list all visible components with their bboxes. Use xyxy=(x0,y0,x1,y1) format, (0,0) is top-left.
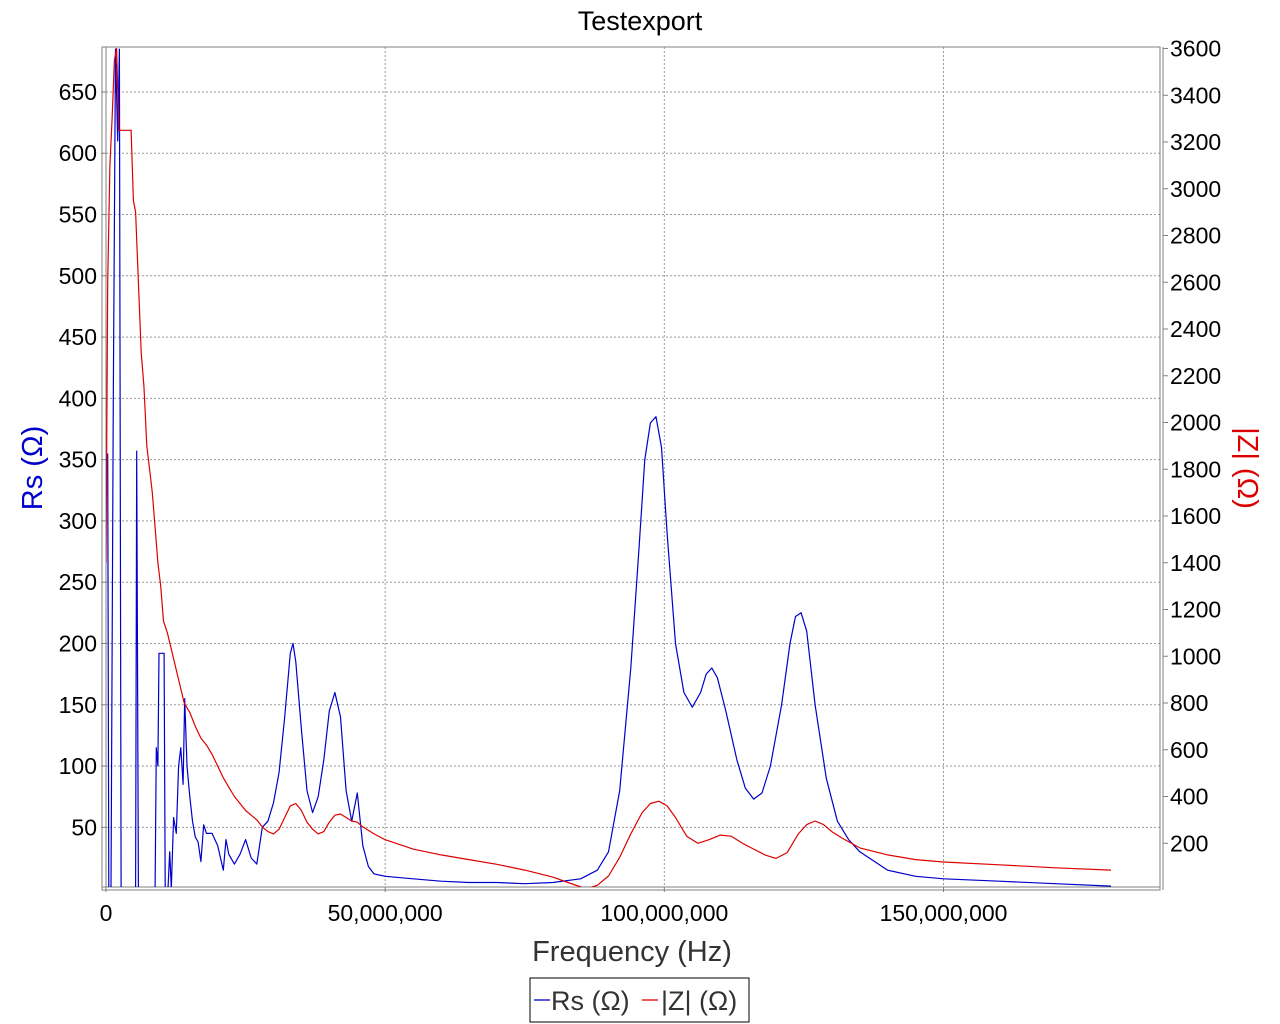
left-tick-label: 250 xyxy=(59,569,97,595)
right-tick-label: 400 xyxy=(1170,784,1208,810)
right-tick-label: 1600 xyxy=(1170,503,1221,529)
x-tick-label: 150,000,000 xyxy=(880,900,1008,926)
x-tick-label: 0 xyxy=(100,900,113,926)
plot-frame xyxy=(101,46,1161,891)
right-tick-label: 800 xyxy=(1170,690,1208,716)
right-tick-label: 3000 xyxy=(1170,176,1221,202)
right-tick-label: 2200 xyxy=(1170,363,1221,389)
right-y-axis: 200 400 600 800 1000 1200 1400 1600 1800 2000 2200… xyxy=(1162,36,1221,890)
left-tick-label: 400 xyxy=(59,385,97,411)
left-tick-label: 450 xyxy=(59,324,97,350)
right-tick-label: 2800 xyxy=(1170,223,1221,249)
series-line-z xyxy=(106,47,1112,887)
right-tick-label: 600 xyxy=(1170,737,1208,763)
right-tick-label: 1400 xyxy=(1170,550,1221,576)
right-tick-label: 1800 xyxy=(1170,456,1221,482)
left-tick-label: 100 xyxy=(59,753,97,779)
legend-label-rs: Rs (Ω) xyxy=(551,986,630,1016)
chart-title: Testexport xyxy=(578,6,703,36)
right-tick-label: 3400 xyxy=(1170,82,1221,108)
legend-label-z: |Z| (Ω) xyxy=(661,986,737,1016)
legend-box xyxy=(529,977,750,1023)
left-tick-label: 650 xyxy=(59,79,97,105)
grid-layer xyxy=(106,47,1160,887)
legend: Rs (Ω) |Z| (Ω) xyxy=(529,977,750,1023)
left-y-axis: 50 100 150 200 250 300 350 400 450 500 550 600 650 xyxy=(59,47,107,890)
right-tick-label: 1200 xyxy=(1170,597,1221,623)
left-tick-label: 300 xyxy=(59,508,97,534)
right-tick-label: 3200 xyxy=(1170,129,1221,155)
left-tick-label: 550 xyxy=(59,202,97,228)
left-tick-label: 150 xyxy=(59,692,97,718)
right-tick-label: 2400 xyxy=(1170,316,1221,342)
x-axis-title: Frequency (Hz) xyxy=(532,936,732,968)
right-tick-label: 1000 xyxy=(1170,643,1221,669)
right-tick-label: 2600 xyxy=(1170,269,1221,295)
left-tick-label: 600 xyxy=(59,140,97,166)
left-y-axis-title: Rs (Ω) xyxy=(17,426,49,511)
x-tick-label: 50,000,000 xyxy=(328,900,443,926)
left-tick-label: 50 xyxy=(71,814,97,840)
series-layer xyxy=(106,47,1112,887)
left-tick-label: 350 xyxy=(59,447,97,473)
x-tick-label: 100,000,000 xyxy=(600,900,728,926)
right-y-axis-title: |Z| (Ω) xyxy=(1231,427,1263,509)
x-axis: 0 50,000,000 100,000,000 150,000,000 xyxy=(100,886,1160,926)
series-line-rs xyxy=(107,48,1112,887)
left-tick-label: 500 xyxy=(59,263,97,289)
right-tick-label: 200 xyxy=(1170,830,1208,856)
right-tick-label: 2000 xyxy=(1170,410,1221,436)
right-tick-label: 3600 xyxy=(1170,36,1221,62)
left-tick-label: 200 xyxy=(59,630,97,656)
